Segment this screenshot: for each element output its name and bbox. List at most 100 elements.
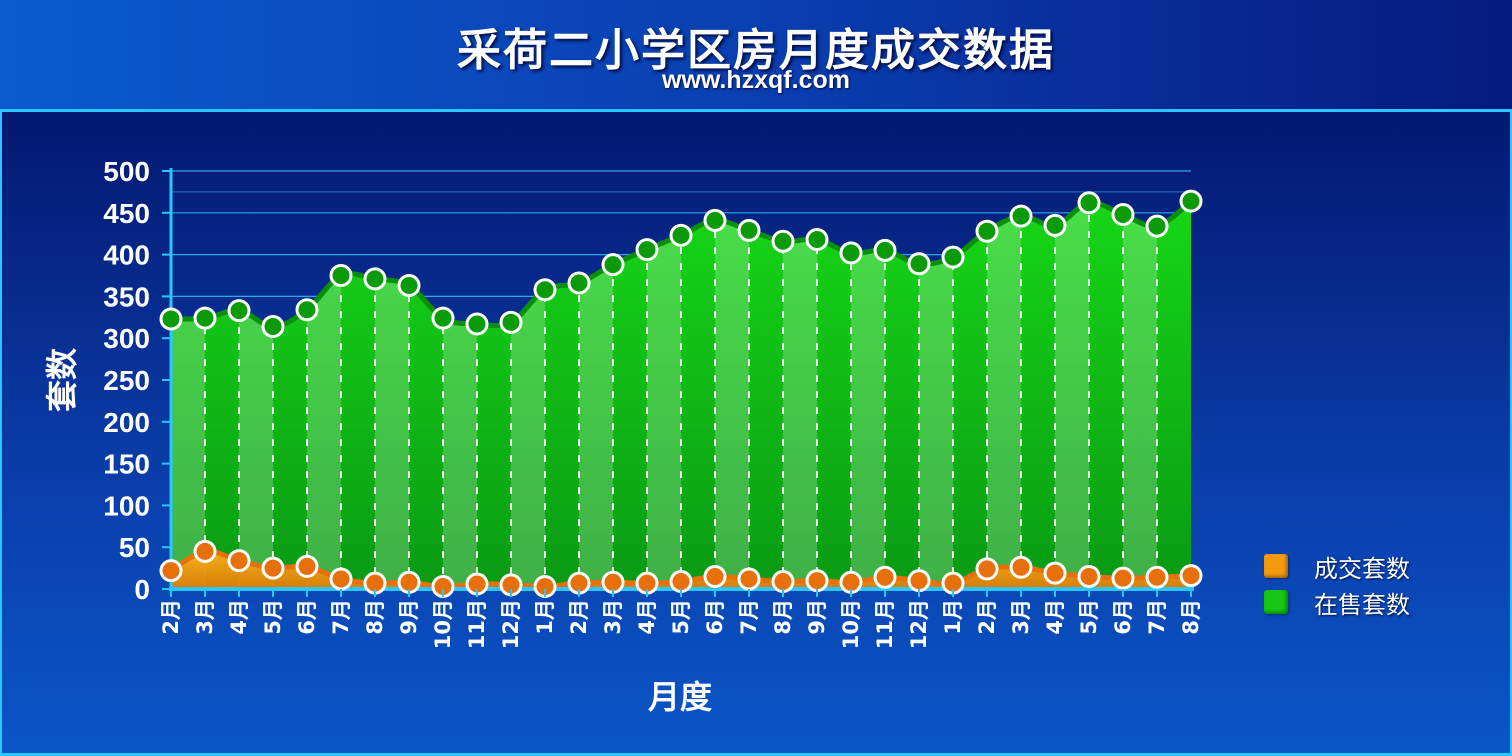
data-point	[261, 314, 285, 338]
x-tick-label: 10月	[431, 599, 455, 649]
data-point	[159, 559, 183, 583]
data-point	[975, 219, 999, 243]
x-tick-label: 8月	[363, 599, 387, 635]
stripe	[783, 201, 817, 589]
stripe	[375, 201, 409, 589]
x-tick-label: 8月	[1179, 599, 1203, 635]
y-tick-label: 350	[103, 281, 150, 312]
data-point	[941, 245, 965, 269]
legend-label-sold: 成交套数	[1314, 554, 1410, 583]
data-point	[1009, 204, 1033, 228]
data-point	[805, 569, 829, 593]
data-point	[397, 274, 421, 298]
data-point	[465, 312, 489, 336]
y-axis-title: 套数	[43, 347, 81, 412]
data-point	[1043, 561, 1067, 585]
chart-subtitle: www.hzxqf.com	[662, 66, 850, 94]
data-point	[567, 271, 591, 295]
data-point	[1077, 191, 1101, 215]
x-tick-label: 12月	[499, 599, 523, 649]
data-point	[907, 569, 931, 593]
x-tick-label: 12月	[907, 599, 931, 649]
x-tick-label: 10月	[839, 599, 863, 649]
stripe	[647, 201, 681, 589]
data-point	[1043, 213, 1067, 237]
stripe	[919, 201, 953, 589]
y-tick-label: 500	[103, 156, 150, 187]
data-point	[805, 228, 829, 252]
stripe	[579, 201, 613, 589]
x-tick-label: 3月	[1009, 599, 1033, 635]
data-point	[295, 554, 319, 578]
data-point	[771, 569, 795, 593]
points-listed	[159, 189, 1203, 338]
data-point	[261, 556, 285, 580]
data-point	[227, 299, 251, 323]
data-point	[635, 238, 659, 262]
x-tick-label: 2月	[567, 599, 591, 635]
data-point	[873, 565, 897, 589]
data-point	[329, 567, 353, 591]
data-point	[533, 278, 557, 302]
data-point	[295, 298, 319, 322]
data-point	[737, 567, 761, 591]
x-tick-label: 7月	[329, 599, 353, 635]
x-axis-title: 月度	[648, 678, 712, 716]
data-point	[227, 549, 251, 573]
data-point	[1111, 566, 1135, 590]
x-tick-label: 4月	[1043, 599, 1067, 635]
stripe	[987, 201, 1021, 589]
y-tick-label: 250	[103, 365, 150, 396]
chart-title: 采荷二小学区房月度成交数据	[457, 25, 1055, 76]
stripe	[1055, 201, 1089, 589]
data-point	[737, 218, 761, 242]
x-tick-label: 5月	[1077, 599, 1101, 635]
data-point	[1077, 564, 1101, 588]
x-tick-label: 6月	[703, 599, 727, 635]
stripe	[1123, 201, 1157, 589]
x-tick-label: 2月	[975, 599, 999, 635]
data-point	[431, 306, 455, 330]
x-tick-label: 9月	[805, 599, 829, 635]
data-point	[839, 241, 863, 265]
x-tick-label: 8月	[771, 599, 795, 635]
y-tick-label: 100	[103, 490, 150, 521]
x-tick-label: 2月	[159, 599, 183, 635]
stripe	[851, 201, 885, 589]
data-point	[975, 557, 999, 581]
title-bar: 采荷二小学区房月度成交数据 www.hzxqf.com	[0, 0, 1512, 112]
x-tick-label: 6月	[1111, 599, 1135, 635]
stripe	[443, 201, 477, 589]
data-point	[1009, 555, 1033, 579]
data-point	[669, 569, 693, 593]
legend-item-sold: 成交套数	[1264, 548, 1410, 584]
x-tick-label: 3月	[601, 599, 625, 635]
x-tick-label: 5月	[669, 599, 693, 635]
x-tick-label: 5月	[261, 599, 285, 635]
y-tick-label: 400	[103, 240, 150, 271]
y-tick-label: 200	[103, 407, 150, 438]
data-point	[193, 539, 217, 563]
stripe	[171, 201, 205, 589]
x-tick-label: 6月	[295, 599, 319, 635]
y-tick-label: 300	[103, 323, 150, 354]
data-point	[363, 267, 387, 291]
data-point	[771, 229, 795, 253]
data-point	[1179, 564, 1203, 588]
x-tick-label: 9月	[397, 599, 421, 635]
legend-swatch-listed	[1264, 590, 1288, 614]
x-tick-label: 4月	[635, 599, 659, 635]
legend-swatch-sold	[1264, 554, 1288, 578]
y-tick-label: 450	[103, 198, 150, 229]
x-tick-label: 7月	[737, 599, 761, 635]
x-tick-label: 4月	[227, 599, 251, 635]
x-tick-label: 1月	[941, 599, 965, 635]
data-point	[873, 238, 897, 262]
legend: 成交套数 在售套数	[1264, 548, 1410, 620]
data-point	[1179, 189, 1203, 213]
data-point	[907, 252, 931, 276]
data-point	[1111, 202, 1135, 226]
stripe	[307, 201, 341, 589]
